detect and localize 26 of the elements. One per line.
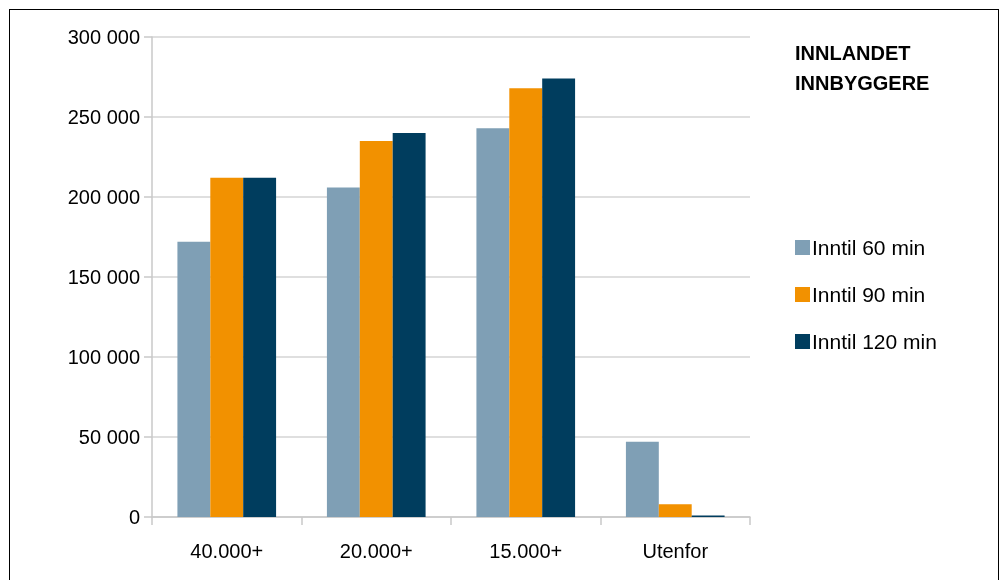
bar: [509, 88, 543, 517]
x-tick-label: Utenfor: [642, 540, 709, 562]
text: INNLANDET INNBYGGERE: [795, 42, 930, 94]
bar: [476, 128, 510, 517]
bar: [359, 141, 393, 517]
bar: [542, 78, 576, 517]
y-tick-label: 300 000: [67, 26, 140, 48]
legend-label: Inntil 90 min: [812, 283, 926, 306]
y-tick-label: 50 000: [78, 426, 140, 448]
x-tick-label: 20.000+: [339, 540, 413, 562]
legend-label: Inntil 60 min: [812, 236, 926, 259]
y-tick-label: 150 000: [67, 266, 140, 288]
bar: [392, 133, 426, 517]
x-tick-label: 15.000+: [489, 540, 563, 562]
x-tick-label: 40.000+: [190, 540, 264, 562]
y-tick-label: 100 000: [67, 346, 140, 368]
bar: [210, 177, 244, 517]
bar: [177, 241, 211, 517]
bar: [625, 441, 659, 517]
bar: [658, 504, 692, 517]
bar: [326, 187, 360, 517]
bar: [243, 177, 277, 517]
y-tick-label: 250 000: [67, 106, 140, 128]
y-tick-label: 200 000: [67, 186, 140, 208]
legend-label: Inntil 120 min: [812, 330, 937, 353]
y-tick-label: 0: [128, 506, 140, 528]
